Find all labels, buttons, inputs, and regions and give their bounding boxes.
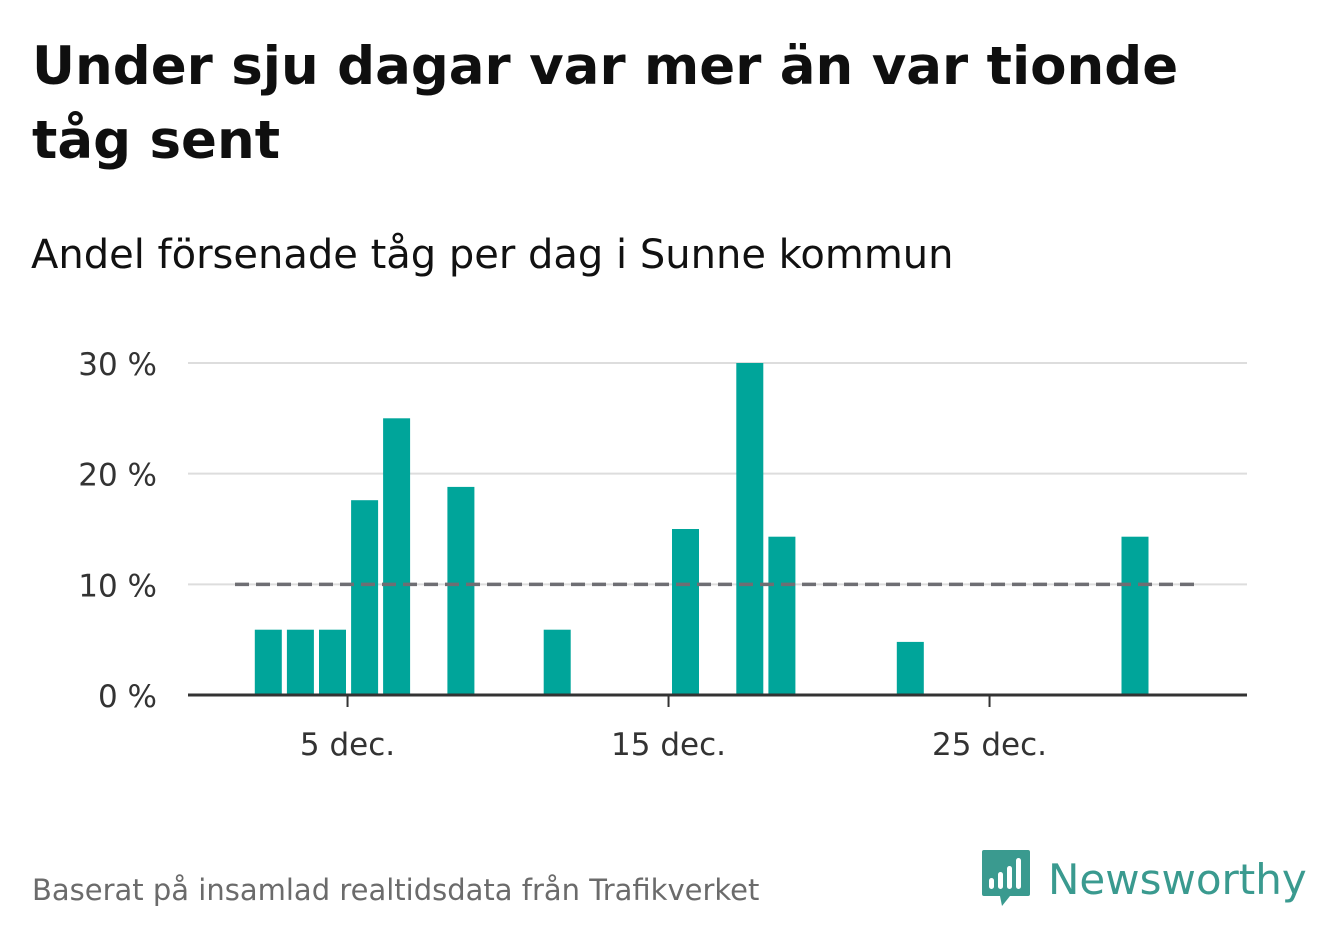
- bar-dec-23: [896, 641, 924, 695]
- bar-dec-12: [543, 629, 571, 695]
- brand[interactable]: Newsworthy: [980, 848, 1307, 912]
- bar-dec-18: [736, 363, 764, 695]
- bar-dec-9: [447, 486, 475, 695]
- y-tick-label: 10 %: [78, 568, 157, 604]
- y-tick-label: 0 %: [98, 679, 157, 715]
- chart-title: Under sju dagar var mer än var tionde tå…: [32, 36, 1179, 171]
- x-tick-label: 25 dec.: [932, 727, 1047, 763]
- bar-dec-16: [672, 529, 699, 695]
- brand-name: Newsworthy: [1048, 855, 1307, 904]
- x-tick-label: 5 dec.: [300, 727, 395, 763]
- x-tick-label: 15 dec.: [611, 727, 726, 763]
- bar-dec-19: [768, 536, 796, 695]
- bar-dec-5: [319, 629, 346, 695]
- y-tick-label: 30 %: [78, 347, 157, 383]
- bar-chart-speech-bubble-icon: [980, 848, 1032, 912]
- bar-dec-7: [383, 418, 411, 695]
- source-note: Baserat på insamlad realtidsdata från Tr…: [32, 873, 760, 907]
- bar-dec-3: [254, 629, 282, 695]
- x-axis-ticks: 5 dec. 15 dec. 25 dec.: [300, 695, 1047, 763]
- bar-dec-6: [351, 500, 379, 695]
- chart-subtitle: Andel försenade tåg per dag i Sunne komm…: [31, 232, 954, 278]
- bar-dec-30: [1121, 536, 1149, 695]
- y-tick-label: 20 %: [78, 458, 157, 494]
- bars: [254, 363, 1149, 695]
- gridlines: [188, 362, 1247, 586]
- y-axis-ticks: 0 % 10 % 20 % 30 %: [78, 347, 157, 715]
- bar-dec-4: [286, 629, 314, 695]
